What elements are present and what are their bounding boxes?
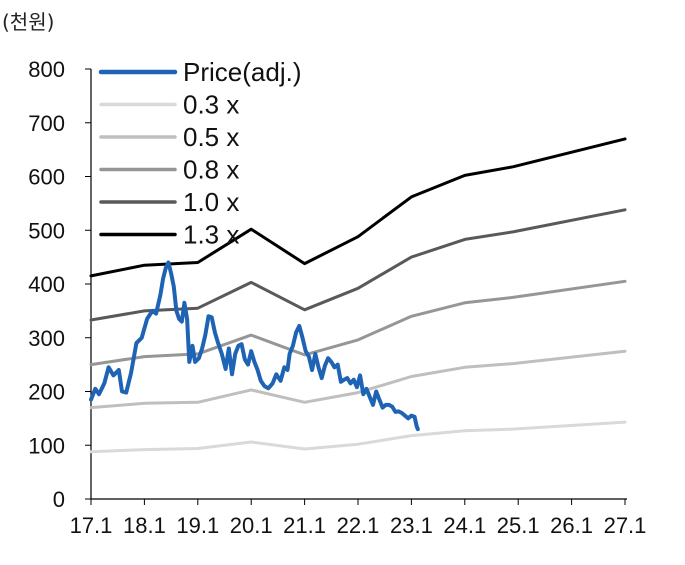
x-tick-label: 24.1 bbox=[443, 513, 486, 538]
y-tick-label: 500 bbox=[28, 218, 65, 243]
x-tick-label: 18.1 bbox=[123, 513, 166, 538]
x-tick-label: 19.1 bbox=[176, 513, 219, 538]
series-line-1-0-x bbox=[89, 208, 627, 322]
series-line-0-3-x bbox=[89, 420, 627, 454]
legend: Price(adj.)0.3 x0.5 x0.8 x1.0 x1.3 x bbox=[98, 57, 301, 250]
x-tick-label: 23.1 bbox=[390, 513, 433, 538]
y-tick-label: 200 bbox=[28, 380, 65, 405]
y-tick-label: 600 bbox=[28, 165, 65, 190]
x-tick-label: 26.1 bbox=[550, 513, 593, 538]
series-line-price-adj bbox=[89, 260, 420, 432]
y-axis-unit-label: (천원) bbox=[2, 10, 55, 34]
series-line-0-8-x bbox=[89, 279, 627, 367]
legend-label: Price(adj.) bbox=[183, 57, 301, 87]
y-tick-label: 100 bbox=[28, 433, 65, 458]
y-tick-label: 300 bbox=[28, 326, 65, 351]
x-tick-label: 21.1 bbox=[283, 513, 326, 538]
x-tick-label: 25.1 bbox=[497, 513, 540, 538]
series-lines bbox=[89, 137, 627, 454]
legend-label: 0.8 x bbox=[183, 155, 239, 185]
y-tick-label: 400 bbox=[28, 272, 65, 297]
legend-label: 0.5 x bbox=[183, 122, 239, 152]
series-line-1-3-x bbox=[89, 137, 627, 278]
x-tick-label: 20.1 bbox=[230, 513, 273, 538]
y-tick-label: 800 bbox=[28, 57, 65, 82]
x-tick-label: 27.1 bbox=[604, 513, 647, 538]
legend-label: 1.0 x bbox=[183, 187, 239, 217]
y-tick-label: 0 bbox=[53, 487, 65, 512]
x-tick-label: 17.1 bbox=[70, 513, 113, 538]
y-tick-label: 700 bbox=[28, 111, 65, 136]
legend-label: 1.3 x bbox=[183, 220, 239, 250]
legend-label: 0.3 x bbox=[183, 90, 239, 120]
x-tick-label: 22.1 bbox=[337, 513, 380, 538]
series-line-0-5-x bbox=[89, 349, 627, 410]
axes: 0 100 200 300 400 500 600 700 800 17.1 18.1 19.1 20.… bbox=[28, 57, 646, 538]
